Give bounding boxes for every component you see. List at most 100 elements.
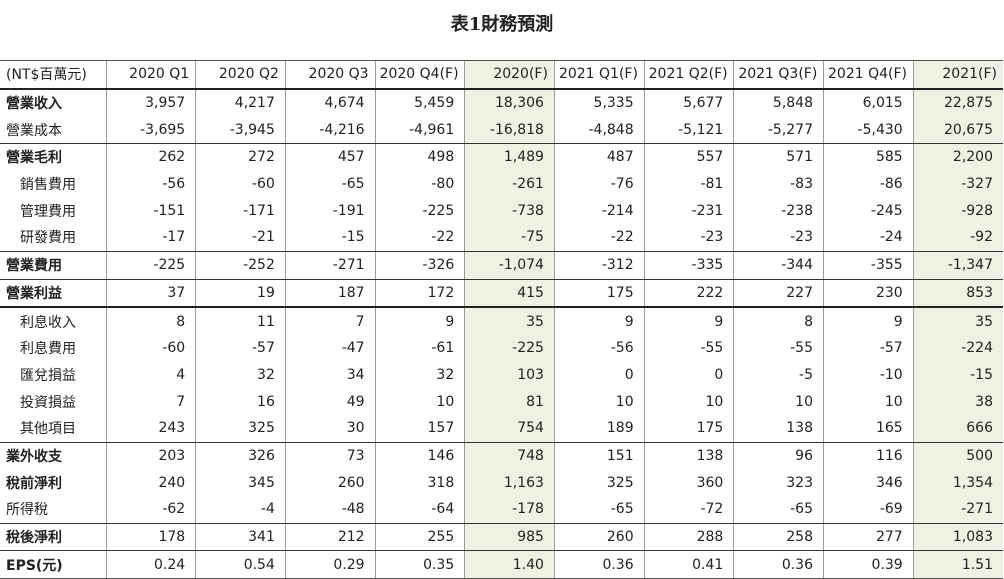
table-cell: -60 <box>105 334 196 362</box>
table-cell: -62 <box>105 496 196 524</box>
table-cell: -224 <box>912 334 1003 362</box>
table-cell: 8 <box>105 307 196 335</box>
table-cell: 4,217 <box>195 88 286 117</box>
table-cell: -75 <box>464 224 555 252</box>
row-label: 營業利益 <box>0 279 106 309</box>
table-title: 表1財務預測 <box>450 14 554 35</box>
table-cell: -23 <box>733 224 824 252</box>
table-row: 管理費用 -151 -171 -191 -225 -738 -214 -231 -238 -245… <box>0 197 1003 225</box>
column-header-2021-q2f: 2021 Q2(F) <box>643 59 734 90</box>
table-cell: 10 <box>643 388 734 415</box>
table-cell: -738 <box>464 197 555 225</box>
table-cell: -81 <box>643 170 734 198</box>
table-cell: 22,875 <box>912 88 1003 117</box>
column-header-unit: (NT$百萬元) <box>0 59 106 90</box>
table-cell: -261 <box>464 170 555 198</box>
table-cell: -326 <box>374 251 465 280</box>
row-label: 匯兌損益 <box>20 367 76 384</box>
table-cell: 288 <box>643 523 734 552</box>
table-cell: -4,216 <box>284 116 376 145</box>
table-cell: -65 <box>284 170 376 198</box>
table-cell: 260 <box>553 523 645 552</box>
table-cell: -225 <box>464 334 555 362</box>
table-cell: 138 <box>643 442 734 470</box>
table-cell: -21 <box>195 224 286 252</box>
table-cell: 7 <box>284 307 376 335</box>
table-cell: 500 <box>912 442 1003 470</box>
table-cell: -214 <box>553 197 645 225</box>
column-header-2020-q2: 2020 Q2 <box>195 59 286 90</box>
table-cell: 0.35 <box>374 550 465 579</box>
row-label: 研發費用 <box>0 224 106 252</box>
table-cell: -238 <box>733 197 824 225</box>
row-label: 利息費用 <box>20 341 76 358</box>
row-label: 稅後淨利 <box>0 523 106 552</box>
table-cell: 1,489 <box>464 143 555 171</box>
table-cell: -47 <box>284 334 376 362</box>
table-row: EPS(元) 0.24 0.54 0.29 0.35 1.40 0.36 0.41 0.36 0.… <box>0 550 1003 579</box>
table-cell: -4,961 <box>374 116 465 145</box>
row-label: 營業費用 <box>0 251 106 280</box>
table-cell: -16,818 <box>464 116 555 145</box>
table-cell: 37 <box>105 279 196 309</box>
table-cell: 260 <box>284 469 376 496</box>
table-cell: 4 <box>105 361 196 389</box>
row-label: 營業毛利 <box>6 150 62 167</box>
table-cell: 571 <box>733 143 824 171</box>
table-cell: -22 <box>553 224 645 252</box>
table-cell: 9 <box>553 307 645 335</box>
table-cell: 165 <box>823 414 914 443</box>
table-cell: -5,277 <box>733 116 824 145</box>
column-header-2021-q4f: 2021 Q4(F) <box>823 59 914 90</box>
row-label: 業外收支 <box>6 448 62 465</box>
table-cell: 255 <box>374 523 465 552</box>
table-cell: -10 <box>823 361 914 389</box>
table-cell: 346 <box>823 469 914 496</box>
table-cell: 10 <box>553 388 645 415</box>
table-cell: 96 <box>733 442 824 470</box>
table-cell: 73 <box>284 442 376 470</box>
table-cell: 203 <box>105 442 196 470</box>
table-cell: -15 <box>912 361 1003 389</box>
table-cell: 222 <box>643 279 734 309</box>
row-label: 稅前淨利 <box>6 475 62 492</box>
table-cell: 1,083 <box>912 523 1003 552</box>
row-label: 所得稅 <box>0 496 106 524</box>
table-cell: 415 <box>464 279 555 309</box>
table-cell: -5,430 <box>823 116 914 145</box>
table-row: 研發費用 -17 -21 -15 -22 -75 -22 -23 -23 -24 -92 <box>0 224 1003 252</box>
table-cell: -1,074 <box>464 251 555 280</box>
table-row: 營業收入 3,957 4,217 4,674 5,459 18,306 5,335 5,677… <box>0 88 1003 117</box>
column-header-2021-q1f: 2021 Q1(F) <box>553 59 645 90</box>
table-cell: -15 <box>284 224 376 252</box>
table-cell: 498 <box>374 143 465 171</box>
table-cell: 666 <box>912 414 1003 443</box>
table-cell: -61 <box>374 334 465 362</box>
table-cell: -76 <box>553 170 645 198</box>
table-cell: -55 <box>733 334 824 362</box>
table-cell: -17 <box>105 224 196 252</box>
column-header-2021f: 2021(F) <box>912 59 1003 90</box>
table-body: 營業收入 3,957 4,217 4,674 5,459 18,306 5,335 5,677… <box>0 88 1003 579</box>
table-cell: 2,200 <box>912 143 1003 171</box>
table-row: 稅後淨利 178 341 212 255 985 260 288 258 277 1,083 <box>0 523 1003 552</box>
table-row: 營業成本 -3,695 -3,945 -4,216 -4,961 -16,818 -4,84… <box>0 116 1003 145</box>
table-cell: 8 <box>733 307 824 335</box>
table-row: 營業毛利 262 272 457 498 1,489 487 557 571 585 2,200 <box>0 143 1003 171</box>
table-cell: 258 <box>733 523 824 552</box>
table-row: 所得稅 -62 -4 -48 -64 -178 -65 -72 -65 -69 -271 <box>0 496 1003 524</box>
table-cell: 20,675 <box>912 116 1003 145</box>
table-cell: 34 <box>284 361 376 389</box>
table-cell: -5,121 <box>643 116 734 145</box>
table-cell: -56 <box>105 170 196 198</box>
table-row: 利息收入 8 11 7 9 35 9 9 8 9 35 <box>0 307 1003 335</box>
table-cell: 0.36 <box>733 550 824 579</box>
table-cell: -83 <box>733 170 824 198</box>
table-cell: 11 <box>195 307 286 335</box>
table-cell: 35 <box>464 307 555 335</box>
table-cell: 457 <box>284 143 376 171</box>
table-cell: 5,677 <box>643 88 734 117</box>
table-header-row: (NT$百萬元) 2020 Q1 2020 Q2 2020 Q3 2020 Q4… <box>0 59 1003 90</box>
table-cell: 240 <box>105 469 196 496</box>
row-label: 營業成本 <box>0 116 106 145</box>
